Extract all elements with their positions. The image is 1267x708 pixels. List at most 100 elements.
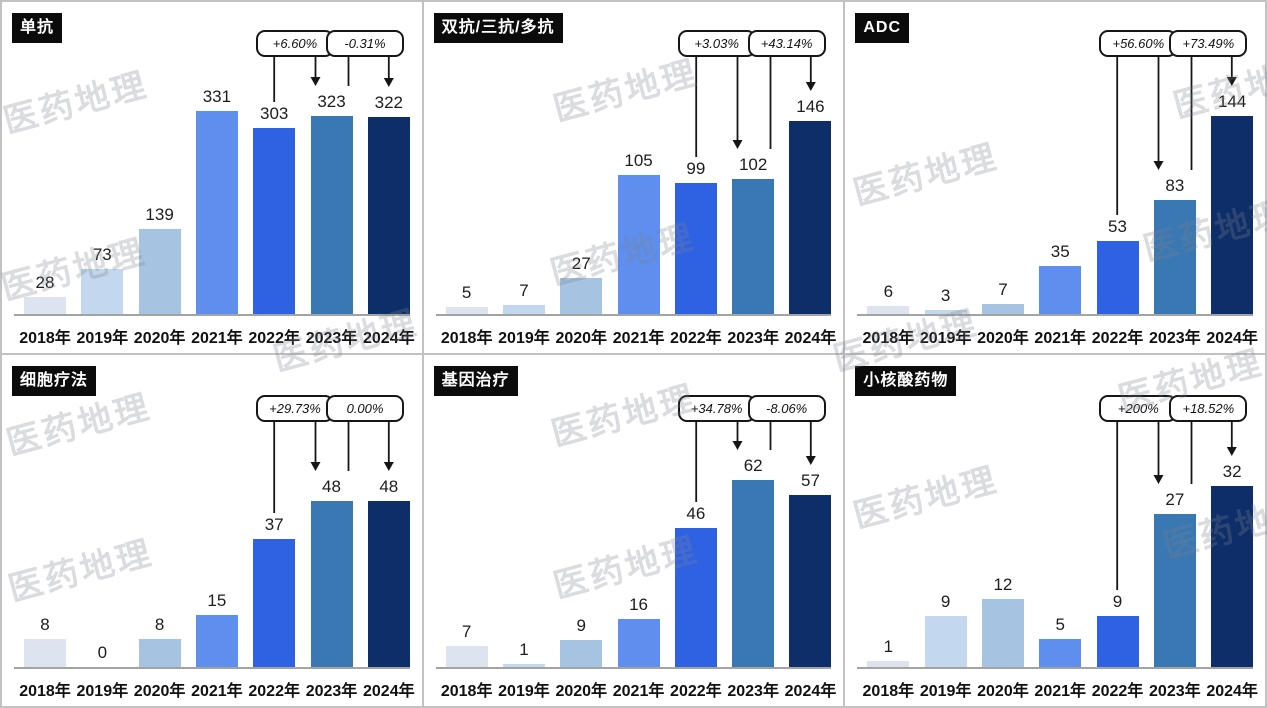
bar-2020年	[981, 304, 1024, 314]
bar-value-label: 73	[92, 245, 112, 264]
bar-value-label: 57	[800, 471, 820, 490]
x-axis-label: 2020年	[133, 683, 186, 700]
x-axis-label: 2022年	[670, 683, 722, 700]
growth-callout: +6.60%	[256, 30, 334, 57]
bar-value-label: 0	[97, 643, 108, 662]
x-axis-line	[857, 667, 1253, 669]
x-axis-label: 2018年	[19, 330, 71, 347]
x-axis-label: 2021年	[191, 683, 243, 700]
bar-value-label: 5	[461, 283, 472, 302]
x-axis-label: 2019年	[76, 683, 129, 700]
x-axis-line	[857, 314, 1253, 316]
x-axis-label: 2019年	[498, 330, 550, 347]
bar-2018年	[867, 661, 910, 667]
bar-2018年	[445, 307, 488, 314]
x-axis-label: 2023年	[1149, 330, 1201, 347]
x-axis-label: 2021年	[1034, 330, 1087, 347]
bar-value-label: 48	[322, 477, 341, 496]
chart-panel-mab: 单抗 28 2018年 73 2019年 139 2020年 331 2021年 303 2022年…	[2, 2, 422, 353]
bar-value-label: 9	[940, 592, 951, 611]
bar-2023年	[732, 480, 775, 667]
x-axis-label: 2020年	[977, 330, 1029, 347]
growth-callout: +200%	[1099, 395, 1178, 422]
chart-panel-cell-therapy: 细胞疗法 8 2018年 0 2019年 8 2020年 15 2021年 37 2022年 48 20…	[2, 355, 422, 706]
bar-value-label: 99	[686, 159, 706, 178]
x-axis-label: 2023年	[305, 683, 358, 700]
bar-2024年	[367, 501, 410, 667]
bar-2019年	[924, 616, 967, 667]
x-axis-line	[435, 667, 832, 669]
bar-value-label: 9	[576, 616, 586, 635]
bar-2022年	[253, 128, 296, 314]
bar-value-label: 8	[40, 615, 50, 634]
bar-2024年	[367, 117, 410, 314]
bar-value-label: 53	[1108, 217, 1127, 236]
bar-2021年	[1039, 639, 1082, 667]
bar-value-label: 6	[883, 282, 894, 301]
bar-2020年	[560, 278, 603, 314]
bar-2022年	[1096, 241, 1139, 314]
bar-2022年	[674, 528, 717, 667]
x-axis-label: 2024年	[362, 330, 415, 347]
growth-callout: -8.06%	[747, 395, 826, 422]
x-axis-label: 2023年	[727, 330, 779, 347]
bar-2018年	[24, 297, 66, 314]
x-axis-label: 2019年	[919, 683, 972, 700]
bar-2022年	[253, 539, 296, 667]
bar-value-label: 105	[624, 151, 653, 170]
bar-2019年	[924, 310, 967, 314]
bar-2019年	[502, 664, 545, 667]
chart-title-badge: 基因治疗	[433, 366, 518, 396]
x-axis-label: 2022年	[248, 683, 300, 700]
x-axis-label: 2019年	[919, 330, 972, 347]
x-axis-label: 2023年	[1149, 683, 1201, 700]
x-axis-label: 2022年	[1091, 683, 1144, 700]
bar-value-label: 8	[154, 615, 165, 634]
bar-value-label: 37	[264, 515, 284, 534]
x-axis-label: 2022年	[1091, 330, 1144, 347]
x-axis-label: 2018年	[440, 330, 493, 347]
x-axis-label: 2019年	[498, 683, 550, 700]
bar-2024年	[1211, 486, 1254, 667]
bar-value-label: 35	[1050, 242, 1070, 261]
bar-value-label: 27	[1165, 490, 1185, 509]
x-axis-label: 2020年	[555, 330, 608, 347]
bar-2019年	[81, 269, 124, 314]
bar-2020年	[138, 229, 181, 314]
growth-callout: +3.03%	[677, 30, 756, 57]
x-axis-line	[14, 314, 410, 316]
x-axis-label: 2023年	[727, 683, 779, 700]
bar-value-label: 139	[145, 205, 174, 224]
x-axis-line	[14, 667, 410, 669]
bar-value-label: 7	[461, 622, 472, 641]
bar-value-label: 322	[374, 93, 403, 112]
bar-value-label: 27	[571, 254, 591, 273]
bar-2023年	[310, 501, 353, 667]
x-axis-label: 2021年	[612, 683, 665, 700]
bar-2020年	[560, 640, 603, 667]
growth-callout: +29.73%	[256, 395, 334, 422]
bar-2020年	[138, 639, 181, 667]
bar-value-label: 16	[629, 595, 649, 614]
bar-value-label: 7	[998, 280, 1008, 299]
growth-callout: -0.31%	[326, 30, 404, 57]
bar-2018年	[24, 639, 66, 667]
bar-2020年	[981, 599, 1024, 667]
bar-value-label: 5	[1055, 615, 1065, 634]
bar-2022年	[1096, 616, 1139, 667]
x-axis-label: 2024年	[784, 683, 837, 700]
x-axis-label: 2021年	[1034, 683, 1087, 700]
x-axis-label: 2021年	[191, 330, 243, 347]
x-axis-label: 2018年	[440, 683, 493, 700]
x-axis-label: 2021年	[612, 330, 665, 347]
bar-2021年	[617, 175, 660, 314]
growth-callout: +18.52%	[1169, 395, 1248, 422]
bar-value-label: 303	[260, 104, 289, 123]
bar-value-label: 102	[738, 155, 768, 174]
bar-value-label: 48	[379, 477, 399, 496]
bar-value-label: 146	[796, 97, 825, 116]
bar-2021年	[195, 111, 238, 314]
growth-callout: +34.78%	[677, 395, 756, 422]
